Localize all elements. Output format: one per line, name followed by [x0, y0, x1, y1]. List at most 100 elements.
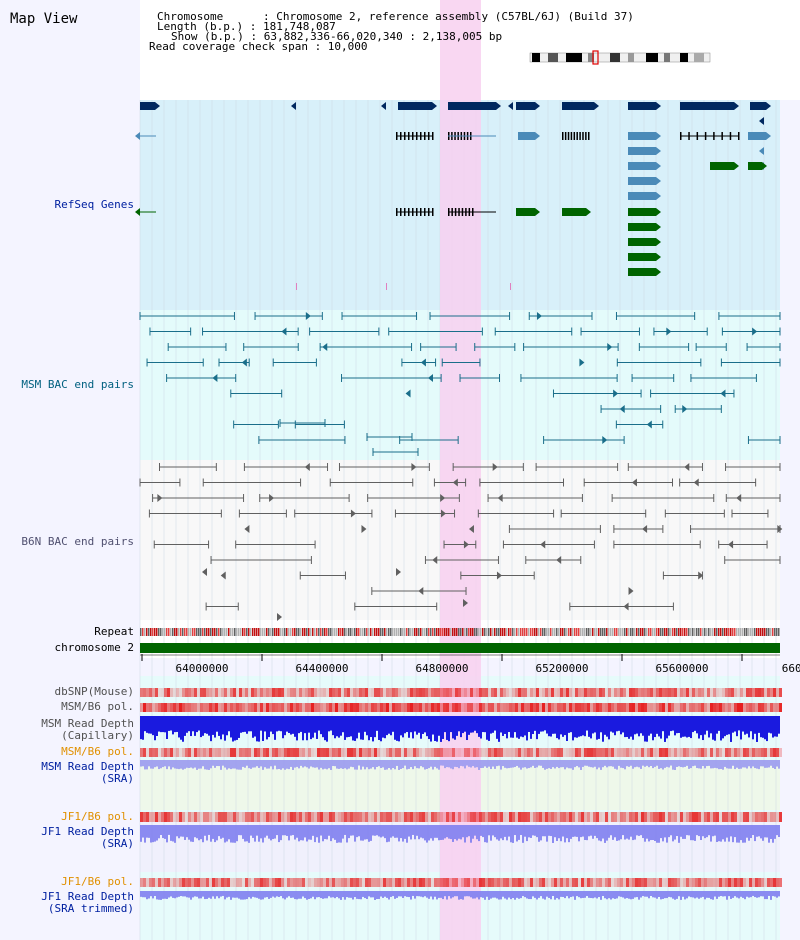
polymorphism-cell: [707, 812, 710, 822]
repeat-element: [724, 628, 726, 636]
repeat-element: [378, 628, 380, 636]
read-depth-bar: [648, 891, 650, 899]
bac-orientation-arrow: [666, 327, 672, 336]
ideogram-band: [664, 53, 670, 62]
read-depth-bar: [398, 825, 400, 842]
read-depth-bar: [470, 891, 472, 898]
polymorphism-cell: [653, 703, 656, 712]
polymorphism-cell: [569, 688, 572, 697]
repeat-element: [752, 628, 754, 636]
track-label-dbsnp[interactable]: dbSNP(Mouse): [54, 685, 134, 698]
read-depth-bar: [498, 825, 500, 841]
read-depth-bar: [766, 716, 768, 742]
read-depth-bar: [446, 760, 448, 768]
polymorphism-cell: [248, 812, 251, 822]
read-depth-bar: [442, 716, 444, 739]
polymorphism-cell: [473, 703, 476, 712]
read-depth-bar: [472, 891, 474, 899]
bac-orientation-arrow: [468, 525, 474, 533]
polymorphism-cell: [632, 878, 635, 887]
track-label-refseq[interactable]: RefSeq Genes: [54, 198, 134, 211]
polymorphism-cell: [746, 878, 749, 887]
polymorphism-cell: [521, 703, 524, 712]
track-label-jf1-b6-pol-1[interactable]: JF1/B6 pol.: [61, 810, 134, 823]
repeat-element: [434, 628, 436, 636]
repeat-element: [208, 628, 210, 636]
read-depth-bar: [272, 760, 274, 770]
repeat-element: [576, 628, 578, 636]
track-label-jf1-read-trimmed[interactable]: JF1 Read Depth: [41, 890, 134, 903]
read-depth-bar: [454, 760, 456, 767]
polymorphism-cell: [575, 688, 578, 697]
repeat-element: [660, 628, 662, 636]
length-info: Length (b.p.) : 181,748,087: [157, 20, 336, 33]
polymorphism-cell: [743, 748, 746, 757]
polymorphism-cell: [719, 703, 722, 712]
polymorphism-cell: [767, 812, 770, 822]
polymorphism-cell: [482, 812, 485, 822]
read-depth-bar: [746, 760, 748, 769]
read-depth-bar: [750, 760, 752, 769]
read-depth-bar: [332, 760, 334, 766]
polymorphism-cell: [686, 688, 689, 697]
polymorphism-cell: [434, 688, 437, 697]
track-label-msm-read-sra[interactable]: MSM Read Depth: [41, 760, 134, 773]
read-depth-bar: [594, 825, 596, 836]
read-depth-bar: [208, 716, 210, 736]
read-depth-bar: [202, 825, 204, 843]
polymorphism-cell: [281, 878, 284, 887]
polymorphism-cell: [410, 688, 413, 697]
read-depth-bar: [612, 760, 614, 767]
track-label-msm-b6-pol-2[interactable]: MSM/B6 pol.: [61, 745, 134, 758]
track-label-jf1-read-sra[interactable]: JF1 Read Depth: [41, 825, 134, 838]
read-depth-bar: [478, 716, 480, 737]
read-depth-bar: [654, 716, 656, 738]
read-depth-bar: [336, 825, 338, 843]
read-depth-bar: [480, 825, 482, 836]
polymorphism-cell: [224, 703, 227, 712]
gene-exon: [562, 208, 586, 216]
read-depth-bar: [650, 825, 652, 841]
read-depth-bar: [234, 760, 236, 769]
polymorphism-cell: [581, 703, 584, 712]
read-depth-bar: [242, 891, 244, 900]
polymorphism-cell: [779, 878, 782, 887]
track-label-jf1-b6-pol-2[interactable]: JF1/B6 pol.: [61, 875, 134, 888]
read-depth-bar: [416, 716, 418, 735]
track-label-msm-read-capillary[interactable]: MSM Read Depth: [41, 717, 134, 730]
read-depth-bar: [572, 891, 574, 897]
read-depth-bar: [584, 891, 586, 898]
read-depth-bar: [272, 716, 274, 735]
read-depth-bar: [270, 760, 272, 767]
repeat-element: [700, 628, 702, 636]
polymorphism-cell: [662, 878, 665, 887]
polymorphism-cell: [638, 688, 641, 697]
read-depth-bar: [406, 716, 408, 733]
track-label-chromosome[interactable]: chromosome 2: [54, 641, 134, 654]
read-depth-bar: [210, 825, 212, 842]
polymorphism-cell: [143, 812, 146, 822]
track-label-repeat[interactable]: Repeat: [94, 625, 134, 638]
read-depth-bar: [386, 760, 388, 770]
read-depth-bar: [614, 891, 616, 899]
read-depth-bar: [348, 760, 350, 769]
polymorphism-cell: [347, 878, 350, 887]
track-label-b6n-bac[interactable]: B6N BAC end pairs: [21, 535, 134, 548]
track-label-msm-b6-pol-1[interactable]: MSM/B6 pol.: [61, 700, 134, 713]
polymorphism-cell: [239, 812, 242, 822]
read-depth-bar: [344, 760, 346, 769]
read-depth-bar: [218, 891, 220, 899]
read-depth-bar: [394, 825, 396, 838]
repeat-element: [260, 628, 262, 636]
polymorphism-cell: [683, 878, 686, 887]
track-label-msm-bac[interactable]: MSM BAC end pairs: [21, 378, 134, 391]
read-depth-bar: [256, 716, 258, 742]
read-depth-bar: [188, 825, 190, 840]
repeat-element: [244, 628, 246, 636]
read-depth-bar: [716, 825, 718, 842]
repeat-element: [472, 628, 474, 636]
read-depth-bar: [664, 891, 666, 899]
read-depth-bar: [464, 760, 466, 769]
read-depth-bar: [342, 825, 344, 839]
